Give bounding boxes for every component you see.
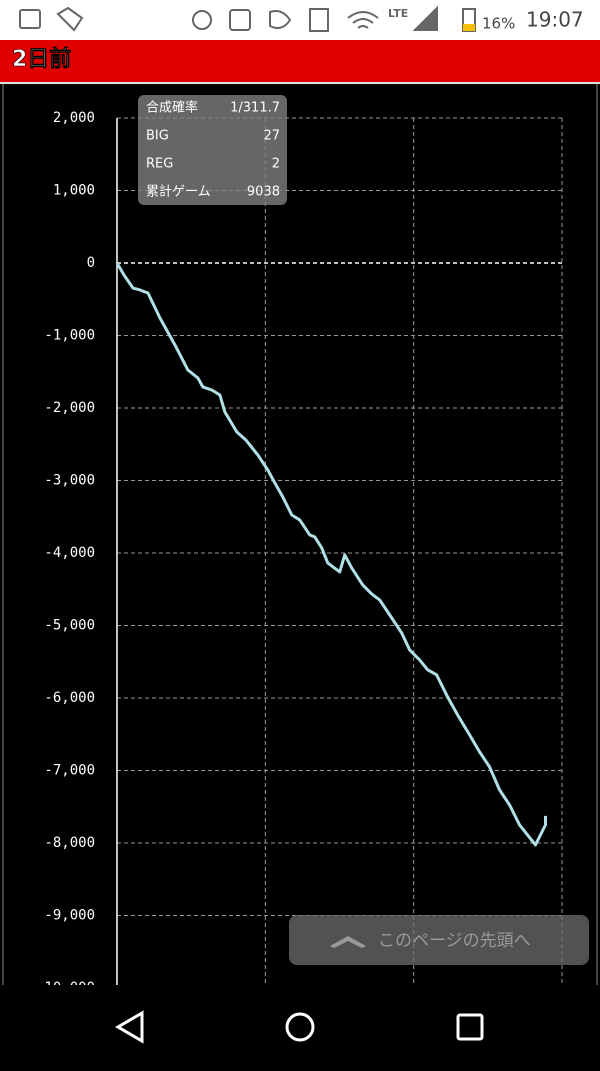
clock: 19:07 xyxy=(526,8,584,32)
network: LTE xyxy=(388,7,408,20)
y-tick-label: -5,000 xyxy=(44,618,95,634)
recents-button[interactable] xyxy=(456,1013,484,1041)
y-tick-label: -10,000 xyxy=(36,980,95,996)
y-tick-label: 0 xyxy=(87,255,95,271)
y-tick-label: -4,000 xyxy=(44,545,95,561)
data-line xyxy=(115,262,547,847)
y-tick-label: -7,000 xyxy=(44,763,95,779)
y-tick-label: -8,000 xyxy=(44,835,95,851)
status-bar xyxy=(0,0,600,40)
info-value: 1/311.7 xyxy=(230,101,280,116)
nav-bar xyxy=(0,985,600,1067)
header-title: 2日前 xyxy=(12,46,71,72)
home-button[interactable] xyxy=(285,1012,315,1042)
y-tick-label: -6,000 xyxy=(44,690,95,706)
y-tick-label: -2,000 xyxy=(44,400,95,416)
y-tick-label: -1,000 xyxy=(44,328,95,344)
y-tick-label: -3,000 xyxy=(44,473,95,489)
info-box: 合成確率 1/311.7 BIG 27 REG 2 累計ゲーム 9038 xyxy=(138,95,287,205)
chevron-icon xyxy=(330,936,366,948)
info-label: BIG xyxy=(146,129,169,144)
y-tick-label: -9,000 xyxy=(44,908,95,924)
battery-level xyxy=(463,24,475,31)
info-label: 累計ゲーム xyxy=(146,184,211,200)
y-tick-label: 1,000 xyxy=(53,183,95,199)
y-tick-label: 2,000 xyxy=(53,110,95,126)
top-button[interactable]: このページの先頭へ xyxy=(289,915,589,965)
info-value: 27 xyxy=(263,129,280,144)
info-label: 合成確率 xyxy=(146,100,198,116)
status-icons xyxy=(19,5,476,32)
battery: 16% xyxy=(482,15,515,33)
chart: 2,000 1,000 0 -1,000 -2,000 -3,000 -4,000 -5,00… xyxy=(36,110,563,996)
info-label: REG xyxy=(146,157,173,172)
info-value: 2 xyxy=(272,157,280,172)
header-border xyxy=(0,82,600,84)
button-bg[interactable] xyxy=(289,915,589,965)
info-value: 9038 xyxy=(247,185,280,200)
back-button[interactable] xyxy=(115,1010,144,1044)
button-label[interactable]: このページの先頭へ xyxy=(378,931,531,951)
info-bg xyxy=(138,95,287,205)
header xyxy=(0,40,600,82)
